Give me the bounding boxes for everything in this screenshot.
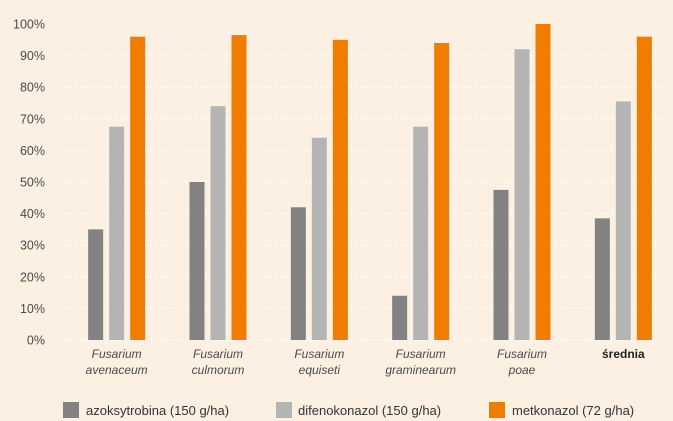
bar <box>514 49 530 340</box>
legend-label: metkonazol (72 g/ha) <box>512 403 634 418</box>
legend-swatch <box>63 402 79 418</box>
y-axis: 0% 10% 20% 30% 40% 50% 60% 70% 80% 90% 100% <box>13 18 45 348</box>
bar <box>413 126 429 340</box>
x-axis: Fusarium avenaceum Fusarium culmorum Fusariu… <box>86 347 645 377</box>
y-tick-label: 100% <box>13 18 45 32</box>
legend-swatch <box>489 402 505 418</box>
y-tick-label: 30% <box>20 239 45 253</box>
bar <box>434 42 450 341</box>
legend-label: azoksytrobina (150 g/ha) <box>86 403 229 418</box>
x-tick-label: średnia <box>602 347 645 361</box>
x-tick-label: Fusarium poae <box>497 347 547 377</box>
y-tick-label: 10% <box>20 302 45 316</box>
bar <box>392 295 408 340</box>
bars-layer <box>88 24 652 341</box>
bar <box>189 182 205 340</box>
grid-layer <box>60 23 668 341</box>
legend: azoksytrobina (150 g/ha) difenokonazol (1… <box>63 402 634 418</box>
legend-swatch <box>276 402 292 418</box>
bar <box>231 35 247 341</box>
y-tick-label: 70% <box>20 112 45 126</box>
x-tick-label: Fusarium graminearum <box>385 347 456 377</box>
bar <box>109 126 125 340</box>
bar <box>615 101 631 340</box>
bar <box>210 106 226 340</box>
bar <box>493 189 509 340</box>
x-tick-label: Fusarium avenaceum <box>86 347 148 377</box>
y-tick-label: 80% <box>20 81 45 95</box>
bar <box>130 36 146 340</box>
bar <box>290 207 306 340</box>
y-tick-label: 40% <box>20 207 45 221</box>
bar <box>311 137 327 340</box>
y-tick-label: 20% <box>20 270 45 284</box>
y-tick-label: 0% <box>27 334 45 348</box>
legend-label: difenokonazol (150 g/ha) <box>298 403 441 418</box>
y-tick-label: 60% <box>20 144 45 158</box>
bar <box>594 218 610 340</box>
y-tick-label: 50% <box>20 176 45 190</box>
x-tick-label: Fusarium equiseti <box>294 347 344 377</box>
y-tick-label: 90% <box>20 49 45 63</box>
bar <box>535 24 551 340</box>
bar <box>332 39 348 341</box>
x-tick-label: Fusarium culmorum <box>192 347 245 377</box>
bar <box>88 229 104 340</box>
bar <box>636 36 652 340</box>
